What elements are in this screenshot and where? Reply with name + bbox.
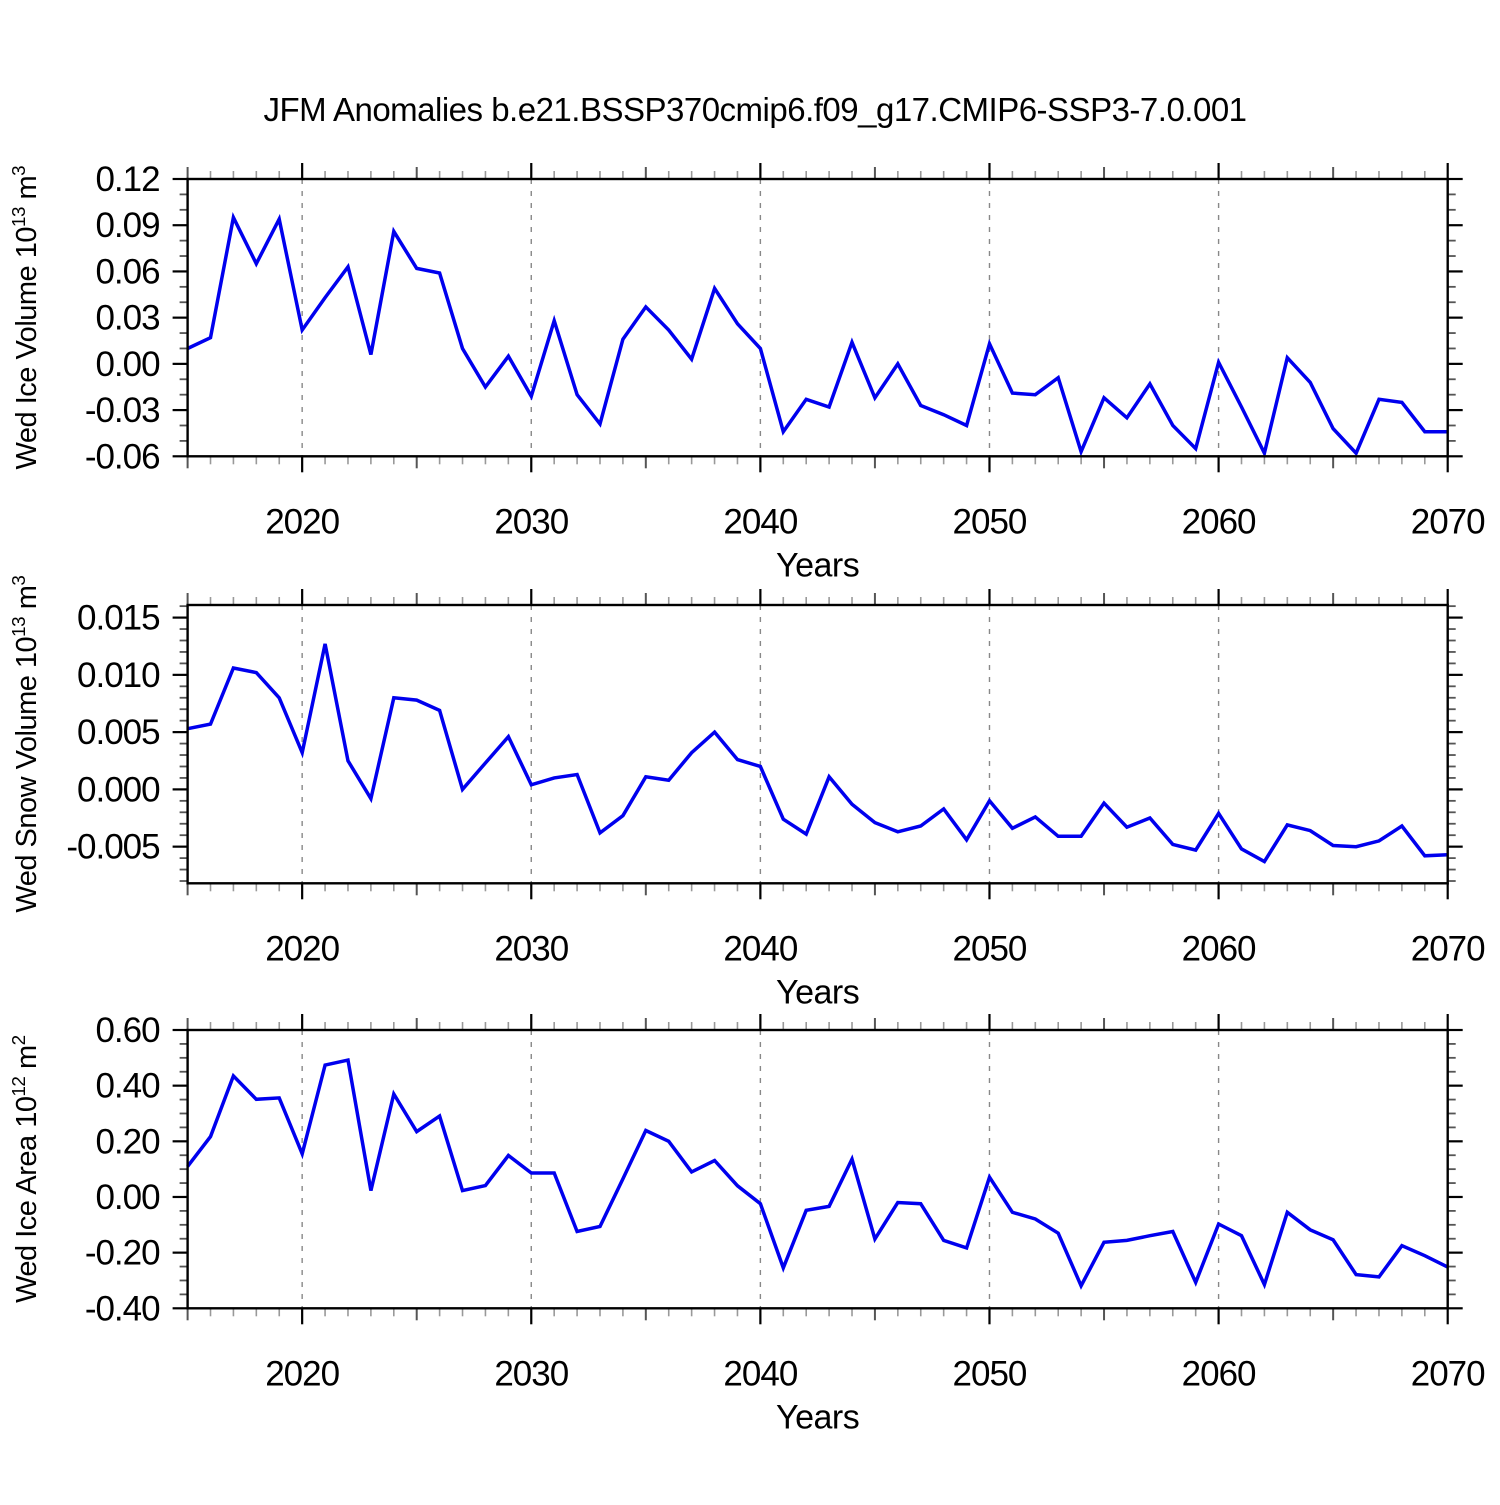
x-tick-label: 2040 bbox=[723, 1354, 797, 1393]
y-tick-label: 0.12 bbox=[95, 160, 159, 199]
x-tick-label: 2020 bbox=[265, 929, 339, 968]
y-tick-label: 0.000 bbox=[77, 770, 160, 809]
y-tick-label: 0.09 bbox=[95, 206, 159, 245]
x-tick-label: 2070 bbox=[1411, 1354, 1485, 1393]
x-tick-label: 2050 bbox=[953, 1354, 1027, 1393]
x-axis-title: Years bbox=[776, 546, 859, 584]
y-tick-label: -0.20 bbox=[85, 1234, 160, 1273]
y-tick-label: -0.03 bbox=[85, 391, 160, 430]
panel-frame-wed-ice-area bbox=[186, 1028, 1449, 1310]
y-tick-label: -0.06 bbox=[85, 437, 160, 476]
chart-title: JFM Anomalies b.e21.BSSP370cmip6.f09_g17… bbox=[263, 91, 1246, 128]
series-line-wed-ice-area bbox=[186, 1058, 1449, 1290]
y-tick-label: 0.015 bbox=[77, 599, 160, 638]
y-axis-title: Wed Snow Volume 1013 m3 bbox=[8, 576, 43, 913]
y-tick-label: 0.00 bbox=[95, 1178, 160, 1217]
y-tick-label: 0.03 bbox=[95, 299, 159, 338]
series-line-wed-snow-volume bbox=[187, 643, 1448, 864]
x-tick-label: 2020 bbox=[265, 1354, 339, 1393]
x-tick-label: 2040 bbox=[723, 502, 797, 541]
x-tick-label: 2050 bbox=[953, 502, 1027, 541]
x-tick-label: 2030 bbox=[494, 929, 568, 968]
y-tick-label: 0.60 bbox=[95, 1011, 160, 1050]
x-tick-label: 2060 bbox=[1182, 1354, 1256, 1393]
x-tick-label: 2060 bbox=[1182, 929, 1256, 968]
y-tick-label: 0.20 bbox=[95, 1122, 160, 1161]
x-tick-label: 2040 bbox=[723, 929, 797, 968]
y-tick-label: -0.40 bbox=[85, 1289, 160, 1328]
y-tick-label: 0.06 bbox=[95, 252, 159, 291]
x-axis-title: Years bbox=[776, 1398, 859, 1436]
x-tick-label: 2020 bbox=[265, 502, 339, 541]
panel-frame-wed-ice-volume bbox=[186, 177, 1449, 458]
x-tick-label: 2070 bbox=[1411, 929, 1485, 968]
series-line-wed-ice-volume bbox=[186, 212, 1448, 459]
y-tick-label: -0.005 bbox=[66, 828, 159, 867]
x-tick-label: 2070 bbox=[1411, 502, 1485, 541]
y-axis-title: Wed Ice Area 1012 m2 bbox=[8, 1035, 43, 1303]
x-tick-label: 2060 bbox=[1182, 502, 1256, 541]
panel-frame-wed-snow-volume bbox=[186, 603, 1449, 885]
y-tick-label: 0.005 bbox=[77, 713, 160, 752]
x-tick-label: 2030 bbox=[494, 502, 568, 541]
x-tick-label: 2030 bbox=[494, 1354, 568, 1393]
y-axis-title: Wed Ice Volume 1013 m3 bbox=[8, 166, 43, 470]
y-tick-label: 0.40 bbox=[95, 1067, 160, 1106]
x-axis-title: Years bbox=[776, 973, 859, 1011]
x-tick-label: 2050 bbox=[953, 929, 1027, 968]
y-tick-label: 0.00 bbox=[95, 345, 160, 384]
y-tick-label: 0.010 bbox=[77, 656, 160, 695]
